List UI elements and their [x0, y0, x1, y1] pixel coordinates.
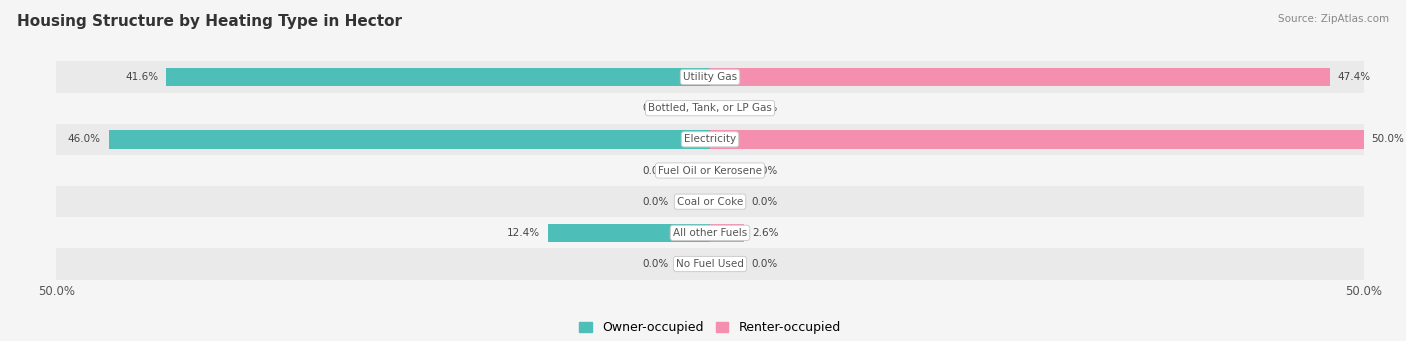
Bar: [710, 195, 742, 208]
Bar: [56, 249, 1364, 280]
Bar: [108, 130, 710, 149]
Text: 0.0%: 0.0%: [643, 165, 668, 176]
Text: 0.0%: 0.0%: [643, 259, 668, 269]
Text: All other Fuels: All other Fuels: [673, 228, 747, 238]
Text: 0.0%: 0.0%: [752, 197, 778, 207]
Bar: [710, 164, 742, 177]
Text: No Fuel Used: No Fuel Used: [676, 259, 744, 269]
Text: 0.0%: 0.0%: [752, 165, 778, 176]
Bar: [710, 257, 742, 270]
Text: 0.0%: 0.0%: [643, 103, 668, 113]
Text: Fuel Oil or Kerosene: Fuel Oil or Kerosene: [658, 165, 762, 176]
Text: 12.4%: 12.4%: [508, 228, 540, 238]
Legend: Owner-occupied, Renter-occupied: Owner-occupied, Renter-occupied: [579, 322, 841, 335]
Bar: [56, 217, 1364, 249]
Bar: [56, 61, 1364, 92]
Bar: [710, 223, 744, 242]
Bar: [710, 102, 742, 115]
Text: 50.0%: 50.0%: [1372, 134, 1405, 144]
Text: Bottled, Tank, or LP Gas: Bottled, Tank, or LP Gas: [648, 103, 772, 113]
Text: Source: ZipAtlas.com: Source: ZipAtlas.com: [1278, 14, 1389, 24]
Text: Utility Gas: Utility Gas: [683, 72, 737, 82]
Bar: [548, 223, 710, 242]
Bar: [678, 164, 710, 177]
Bar: [678, 195, 710, 208]
Text: 2.6%: 2.6%: [752, 228, 779, 238]
Text: Electricity: Electricity: [683, 134, 737, 144]
Bar: [710, 130, 1364, 149]
Text: 41.6%: 41.6%: [125, 72, 159, 82]
Bar: [56, 92, 1364, 124]
Bar: [678, 257, 710, 270]
Text: 0.0%: 0.0%: [643, 197, 668, 207]
Bar: [56, 124, 1364, 155]
Text: Housing Structure by Heating Type in Hector: Housing Structure by Heating Type in Hec…: [17, 14, 402, 29]
Text: 46.0%: 46.0%: [67, 134, 101, 144]
Bar: [678, 102, 710, 115]
Bar: [56, 155, 1364, 186]
Text: 47.4%: 47.4%: [1337, 72, 1371, 82]
Bar: [56, 186, 1364, 217]
Bar: [166, 68, 710, 86]
Text: Coal or Coke: Coal or Coke: [676, 197, 744, 207]
Bar: [710, 68, 1330, 86]
Text: 0.0%: 0.0%: [752, 259, 778, 269]
Text: 0.0%: 0.0%: [752, 103, 778, 113]
